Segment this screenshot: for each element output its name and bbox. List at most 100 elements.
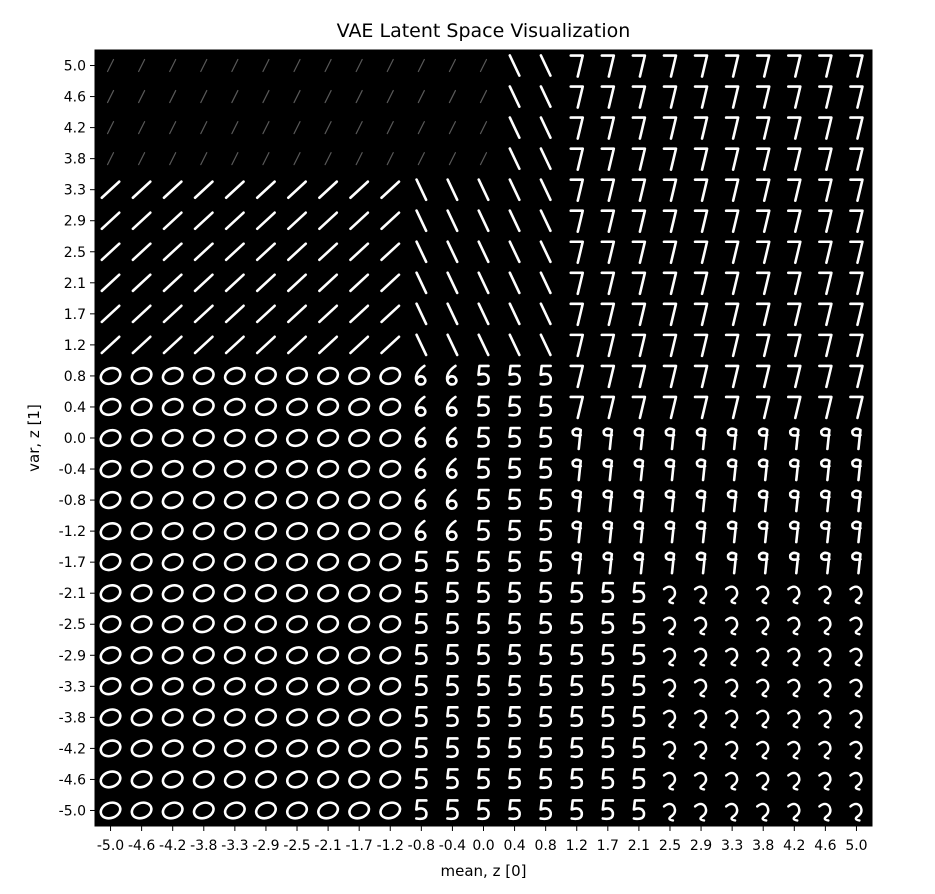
digit-cell xyxy=(224,180,245,200)
digit-cell xyxy=(664,458,676,482)
digit-cell xyxy=(224,273,245,293)
x-tick-label: -3.8 xyxy=(190,838,217,854)
digit-cell xyxy=(602,551,614,575)
y-tick-label: -0.4 xyxy=(59,462,86,478)
digit-cell xyxy=(446,240,459,264)
digit-cell xyxy=(755,209,771,234)
digit-cell xyxy=(849,333,864,358)
digit-cell xyxy=(477,799,490,821)
y-tick-label: 4.6 xyxy=(64,90,86,106)
digit-cell xyxy=(755,333,771,358)
x-tick-label: 5.0 xyxy=(845,838,867,854)
digit-cell xyxy=(755,271,771,296)
digit-cell xyxy=(569,54,585,78)
digit-cell xyxy=(695,551,707,575)
digit-cell xyxy=(632,581,646,603)
digit-cell xyxy=(349,211,370,231)
digit-cell xyxy=(348,739,371,758)
digit-cell xyxy=(600,209,616,234)
digit-cell xyxy=(726,551,738,575)
digit-cell xyxy=(787,647,801,667)
digit-cell xyxy=(254,801,277,820)
digit-cell xyxy=(479,89,488,104)
digit-cell xyxy=(539,581,553,603)
digit-cell xyxy=(849,364,864,389)
digit-cell xyxy=(477,706,490,728)
digit-cell xyxy=(693,678,708,698)
digit-cell xyxy=(724,616,739,636)
digit-cell xyxy=(131,304,152,324)
digit-cell xyxy=(508,799,521,821)
digit-cell xyxy=(223,553,246,572)
digit-cell xyxy=(192,459,215,479)
digit-cell xyxy=(293,89,301,104)
digit-cell xyxy=(569,147,585,171)
digit-cell xyxy=(849,54,864,78)
digit-cell xyxy=(161,521,184,541)
digit-cell xyxy=(99,490,122,510)
digit-cell xyxy=(788,551,800,575)
digit-cell xyxy=(818,302,833,327)
digit-cell xyxy=(602,489,614,513)
digit-cell xyxy=(787,678,801,698)
digit-cell xyxy=(508,768,521,790)
digit-cell xyxy=(755,178,771,202)
digit-cell xyxy=(571,427,583,451)
digit-cell xyxy=(379,646,402,665)
digit-cell xyxy=(756,709,770,729)
y-tick-label: -3.8 xyxy=(59,710,86,726)
digit-cell xyxy=(571,489,583,513)
digit-cell xyxy=(285,708,309,727)
digit-cell xyxy=(569,364,585,389)
digit-cell xyxy=(477,550,490,572)
digit-cell xyxy=(569,302,585,327)
digit-cell xyxy=(445,426,458,448)
digit-cell xyxy=(631,54,647,78)
digit-cell xyxy=(601,799,615,821)
digit-cell xyxy=(726,427,738,451)
digit-cell xyxy=(818,802,832,822)
x-tick-label: 2.9 xyxy=(690,838,712,854)
digit-cell xyxy=(477,333,490,357)
digit-cell xyxy=(348,428,371,448)
digit-cell xyxy=(100,242,121,262)
digit-cell xyxy=(380,211,401,231)
digit-cell xyxy=(600,85,616,109)
digit-cell xyxy=(724,709,739,729)
digit-cell xyxy=(787,802,801,822)
digit-cell xyxy=(348,646,371,665)
digit-cell xyxy=(349,304,370,324)
y-tick-label: -2.5 xyxy=(59,617,86,633)
digit-cell xyxy=(192,770,215,789)
digit-cell xyxy=(851,458,862,482)
digit-cell xyxy=(192,646,215,665)
chart-title: VAE Latent Space Visualization xyxy=(336,20,631,42)
digit-cell xyxy=(106,89,115,104)
digit-cell xyxy=(786,209,802,234)
digit-cell xyxy=(508,706,521,728)
digit-cell xyxy=(786,271,802,296)
digit-cell xyxy=(161,770,184,789)
digit-cell xyxy=(130,553,153,572)
digit-cell xyxy=(601,737,615,759)
digit-cell xyxy=(633,427,645,451)
digit-cell xyxy=(849,147,864,171)
digit-cell xyxy=(224,335,245,355)
digit-cell xyxy=(415,799,428,821)
y-tick-label: 1.7 xyxy=(64,307,86,323)
digit-cell xyxy=(849,116,864,140)
digit-cell xyxy=(477,457,490,479)
digit-cell xyxy=(664,489,676,513)
digit-cell xyxy=(348,801,371,820)
digit-cell xyxy=(355,58,363,73)
digit-cell xyxy=(355,120,363,135)
digit-cell xyxy=(539,519,553,541)
digit-cell xyxy=(131,273,152,293)
digit-cell xyxy=(570,612,584,634)
digit-cell xyxy=(632,612,646,634)
digit-cell xyxy=(508,643,521,665)
digit-cell xyxy=(539,675,553,696)
digit-cell xyxy=(756,647,770,667)
digit-cell xyxy=(757,551,769,575)
digit-cell xyxy=(570,643,584,665)
